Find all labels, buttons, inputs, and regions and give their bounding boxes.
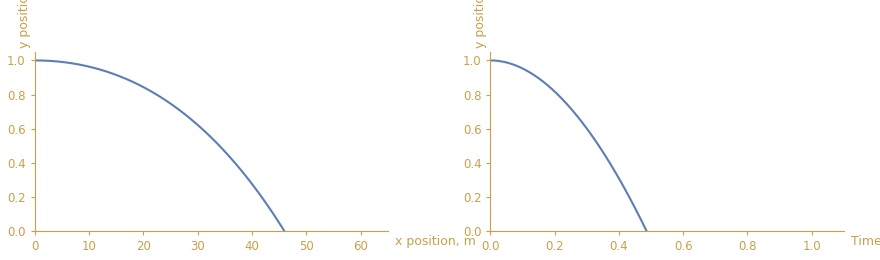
Y-axis label: y position, m: y position, m — [18, 0, 31, 48]
Y-axis label: y position, m: y position, m — [474, 0, 487, 48]
X-axis label: x position, m: x position, m — [395, 235, 476, 248]
X-axis label: Time, s: Time, s — [851, 235, 880, 248]
